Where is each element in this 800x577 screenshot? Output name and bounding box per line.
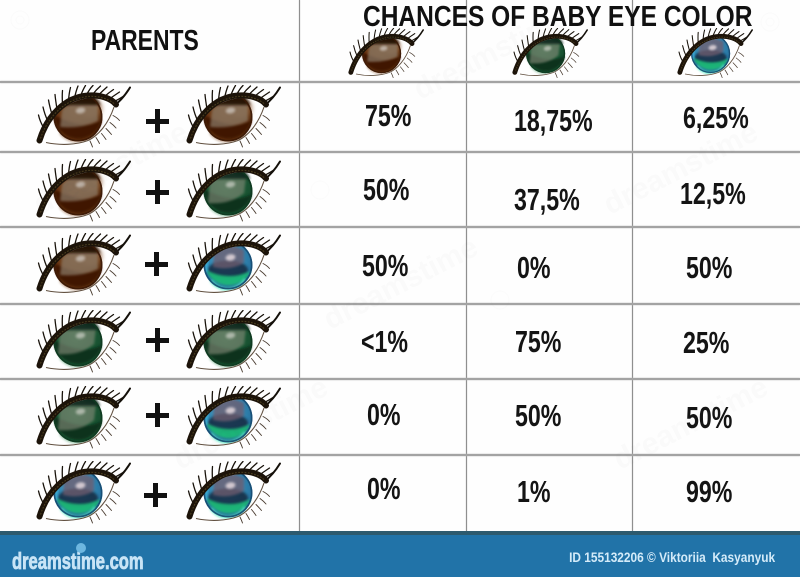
svg-text:dreamstime: dreamstime (608, 370, 773, 476)
svg-text:dreamstime: dreamstime (598, 115, 763, 221)
svg-text:dreamstime: dreamstime (408, 0, 573, 106)
svg-text:dreamstime: dreamstime (168, 370, 333, 476)
svg-text:dreamstime: dreamstime (318, 230, 483, 336)
svg-text:dreamstime: dreamstime (28, 115, 193, 221)
